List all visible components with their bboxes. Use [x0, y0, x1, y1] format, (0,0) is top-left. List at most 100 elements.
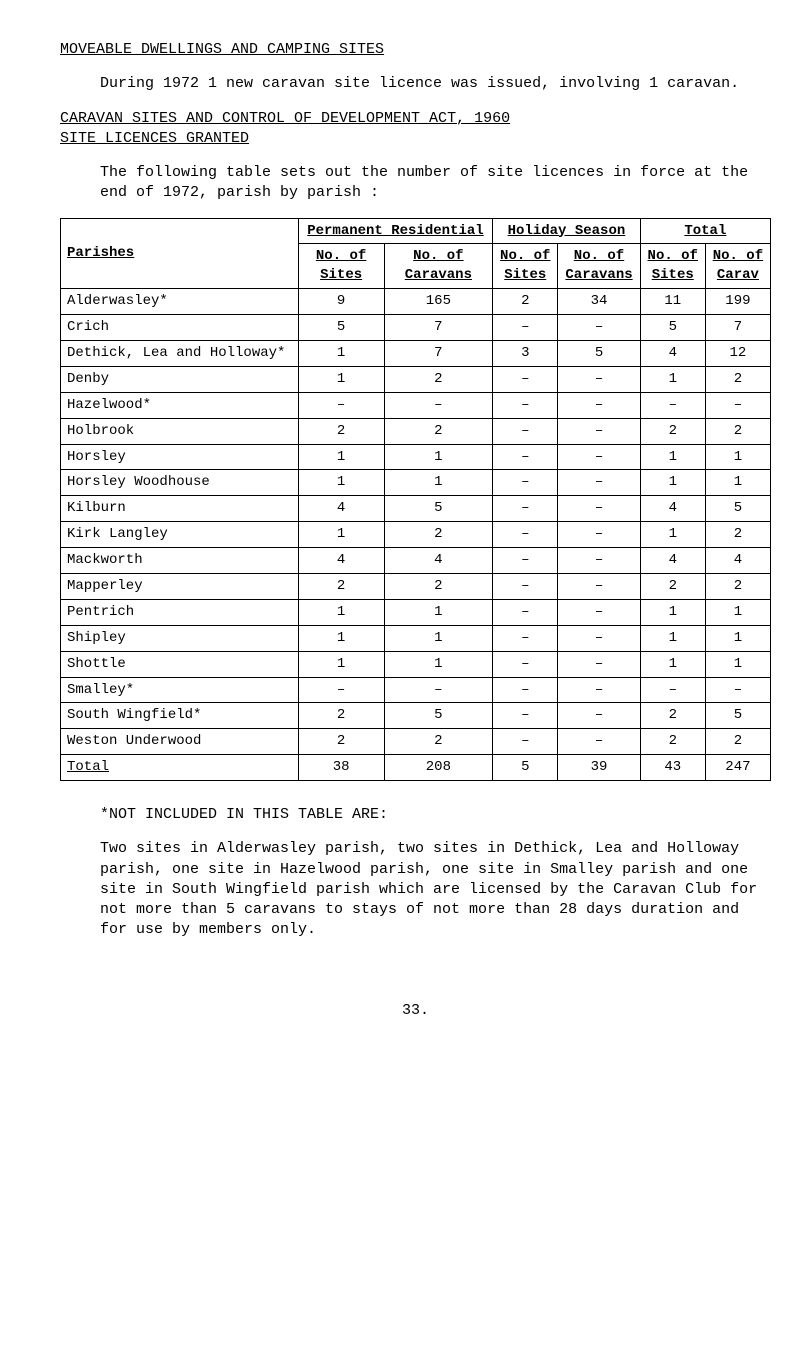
cell: –	[558, 573, 640, 599]
cell: 43	[640, 755, 705, 781]
cell: –	[493, 548, 558, 574]
cell: 1	[705, 651, 770, 677]
cell: 1	[298, 625, 384, 651]
cell: 4	[640, 340, 705, 366]
cell: –	[558, 418, 640, 444]
cell: –	[558, 548, 640, 574]
col-t-carav: No. of Carav	[705, 244, 770, 289]
cell: 5	[493, 755, 558, 781]
cell: –	[384, 392, 493, 418]
cell: –	[640, 392, 705, 418]
cell: 7	[384, 315, 493, 341]
cell: 2	[705, 522, 770, 548]
cell: 2	[640, 573, 705, 599]
cell: 34	[558, 289, 640, 315]
cell: 4	[384, 548, 493, 574]
table-row: Alderwasley*916523411199	[61, 289, 771, 315]
cell: 2	[384, 418, 493, 444]
cell: 2	[705, 573, 770, 599]
cell-parish: Pentrich	[61, 599, 299, 625]
cell: –	[558, 625, 640, 651]
page-number: 33.	[60, 1001, 771, 1021]
label-no: No. of	[713, 248, 763, 264]
cell: 2	[384, 573, 493, 599]
table-row: Pentrich11––11	[61, 599, 771, 625]
cell-parish: Mapperley	[61, 573, 299, 599]
cell: 4	[298, 496, 384, 522]
table-row: Smalley*––––––	[61, 677, 771, 703]
cell: 38	[298, 755, 384, 781]
cell: 2	[298, 729, 384, 755]
label-carav: Carav	[717, 267, 759, 283]
table-row: Horsley11––11	[61, 444, 771, 470]
label-no-of: No. of	[648, 248, 698, 264]
cell: 5	[558, 340, 640, 366]
cell-parish: Weston Underwood	[61, 729, 299, 755]
cell: –	[493, 729, 558, 755]
col-t-sites: No. of Sites	[640, 244, 705, 289]
cell: 1	[705, 444, 770, 470]
cell: 1	[384, 470, 493, 496]
cell: 1	[640, 599, 705, 625]
paragraph-intro: During 1972 1 new caravan site licence w…	[100, 74, 771, 94]
cell: –	[558, 599, 640, 625]
cell: 2	[705, 729, 770, 755]
table-row: Horsley Woodhouse11––11	[61, 470, 771, 496]
col-permanent: Permanent Residential	[298, 218, 493, 244]
cell-parish: Horsley Woodhouse	[61, 470, 299, 496]
cell: 1	[298, 651, 384, 677]
cell: –	[493, 418, 558, 444]
col-holiday: Holiday Season	[493, 218, 641, 244]
cell-parish: South Wingfield*	[61, 703, 299, 729]
cell: –	[558, 522, 640, 548]
cell: –	[558, 703, 640, 729]
col-hs-sites: No. of Sites	[493, 244, 558, 289]
table-row: Shipley11––11	[61, 625, 771, 651]
cell: 5	[298, 315, 384, 341]
cell: 1	[298, 444, 384, 470]
cell-total-label: Total	[61, 755, 299, 781]
cell: 1	[640, 470, 705, 496]
cell: –	[558, 366, 640, 392]
cell-parish: Shottle	[61, 651, 299, 677]
licences-table-body: Alderwasley*916523411199 Crich57––57 Det…	[61, 289, 771, 781]
cell: –	[705, 677, 770, 703]
table-total-row: Total 38 208 5 39 43 247	[61, 755, 771, 781]
cell-parish: Smalley*	[61, 677, 299, 703]
cell: 7	[384, 340, 493, 366]
cell: 1	[384, 599, 493, 625]
cell: –	[493, 599, 558, 625]
cell: 1	[640, 625, 705, 651]
cell: 5	[384, 496, 493, 522]
label-no-of: No. of	[316, 248, 366, 264]
cell-parish: Holbrook	[61, 418, 299, 444]
table-row: Dethick, Lea and Holloway*1735412	[61, 340, 771, 366]
cell: 39	[558, 755, 640, 781]
label-sites: Sites	[652, 267, 694, 283]
cell-parish: Kirk Langley	[61, 522, 299, 548]
cell: 4	[640, 548, 705, 574]
cell-parish: Dethick, Lea and Holloway*	[61, 340, 299, 366]
label-caravans: Caravans	[405, 267, 472, 283]
col-pr-sites: No. of Sites	[298, 244, 384, 289]
cell: –	[493, 625, 558, 651]
cell: 1	[705, 470, 770, 496]
table-row: Hazelwood*––––––	[61, 392, 771, 418]
cell: 3	[493, 340, 558, 366]
cell: –	[558, 315, 640, 341]
page-title: MOVEABLE DWELLINGS AND CAMPING SITES	[60, 40, 771, 60]
licences-table: Parishes Permanent Residential Holiday S…	[60, 218, 771, 782]
cell: 7	[705, 315, 770, 341]
cell-parish: Hazelwood*	[61, 392, 299, 418]
table-header-row-1: Parishes Permanent Residential Holiday S…	[61, 218, 771, 244]
cell: 247	[705, 755, 770, 781]
cell: 1	[640, 651, 705, 677]
col-parishes: Parishes	[61, 218, 299, 289]
cell: 2	[705, 418, 770, 444]
label-sites: Sites	[320, 267, 362, 283]
cell: 2	[493, 289, 558, 315]
col-hs-caravans: No. of Caravans	[558, 244, 640, 289]
cell: 11	[640, 289, 705, 315]
cell: 1	[298, 522, 384, 548]
table-row: Kirk Langley12––12	[61, 522, 771, 548]
